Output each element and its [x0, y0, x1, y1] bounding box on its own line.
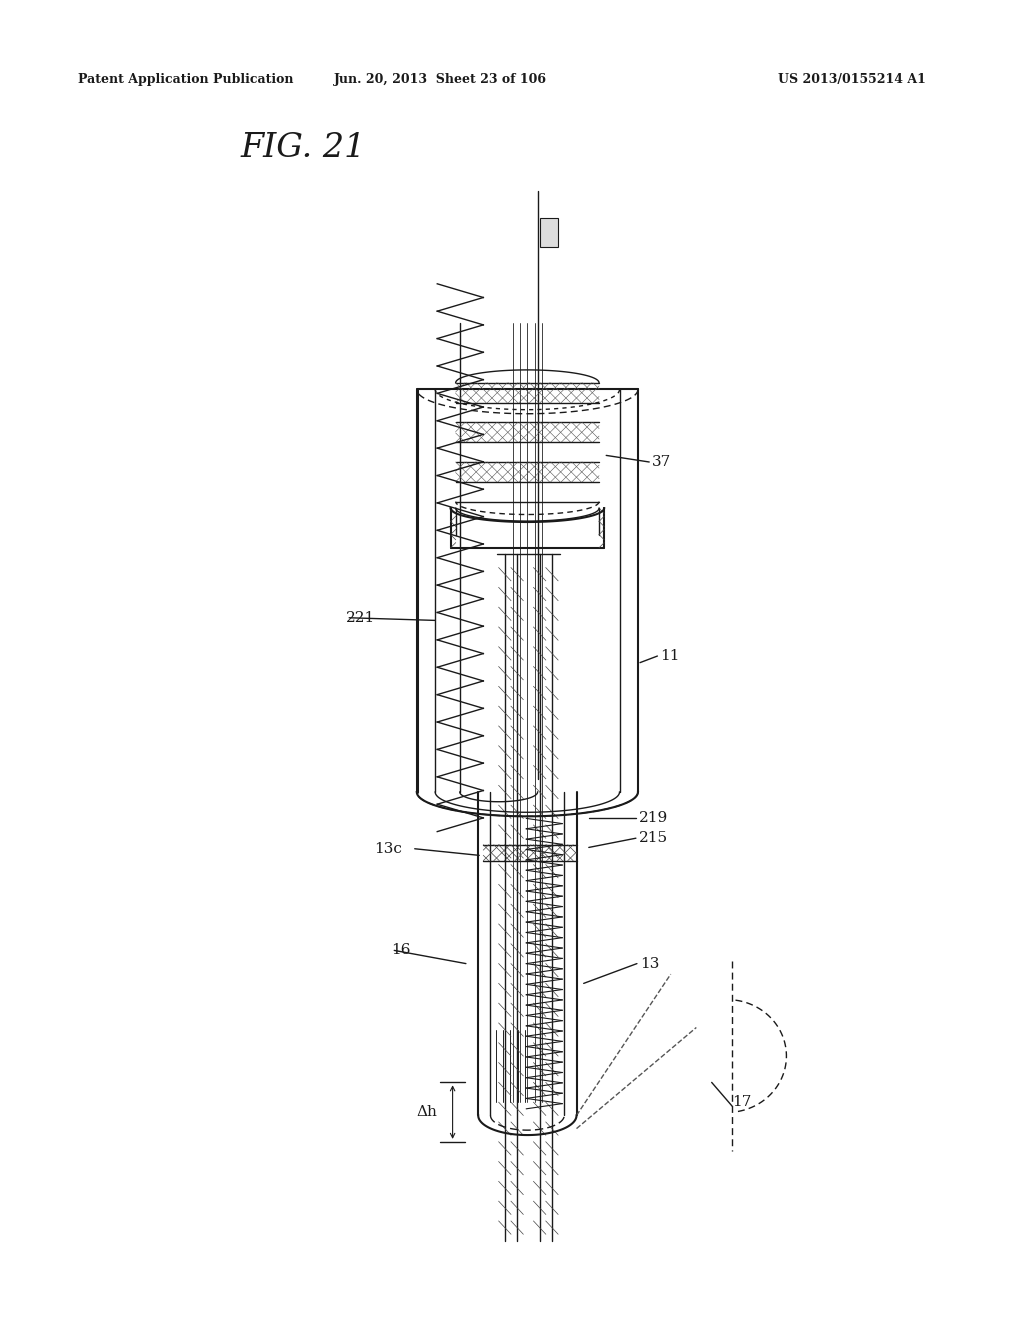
Text: 11: 11 [660, 649, 680, 663]
Text: FIG. 21: FIG. 21 [241, 132, 366, 164]
Text: 17: 17 [732, 1096, 752, 1109]
Text: 215: 215 [639, 832, 668, 845]
Text: 221: 221 [346, 611, 376, 624]
Text: Jun. 20, 2013  Sheet 23 of 106: Jun. 20, 2013 Sheet 23 of 106 [334, 73, 547, 86]
Text: 37: 37 [652, 455, 672, 469]
Text: 16: 16 [391, 944, 411, 957]
Text: US 2013/0155214 A1: US 2013/0155214 A1 [778, 73, 926, 86]
Text: Δh: Δh [417, 1105, 437, 1119]
Text: 13: 13 [640, 957, 659, 970]
Bar [540, 218, 558, 247]
Text: 13c: 13c [374, 842, 401, 855]
Text: 219: 219 [639, 812, 669, 825]
Text: Patent Application Publication: Patent Application Publication [78, 73, 293, 86]
